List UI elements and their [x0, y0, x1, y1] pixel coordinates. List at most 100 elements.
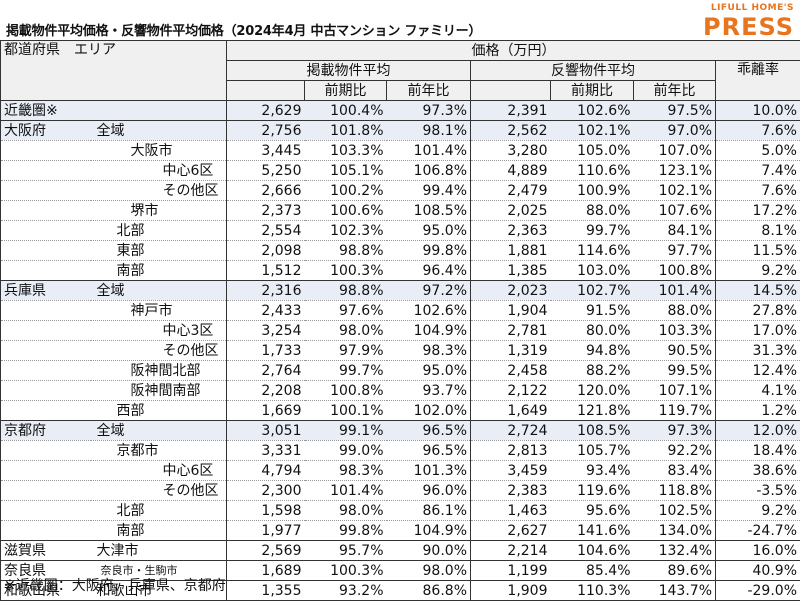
- cell-listing-price: 5,250: [227, 161, 305, 181]
- cell-response-yoy: 107.6%: [634, 201, 716, 221]
- cell-listing-price: 2,316: [227, 281, 305, 301]
- cell-listing-yoy: 90.0%: [387, 541, 471, 561]
- cell-divergence: 17.0%: [716, 321, 800, 341]
- cell-response-price: 1,904: [471, 301, 551, 321]
- cell-listing-qoq: 99.8%: [305, 521, 387, 541]
- cell-listing-qoq: 98.0%: [305, 501, 387, 521]
- cell-listing-yoy: 96.5%: [387, 421, 471, 441]
- cell-area: 阪神間北部: [91, 361, 227, 381]
- cell-response-yoy: 119.7%: [634, 401, 716, 421]
- cell-listing-price: 1,689: [227, 561, 305, 581]
- cell-divergence: 12.0%: [716, 421, 800, 441]
- cell-response-yoy: 97.5%: [634, 101, 716, 121]
- cell-listing-qoq: 98.8%: [305, 281, 387, 301]
- cell-prefecture: 京都府: [1, 421, 91, 441]
- cell-listing-yoy: 86.8%: [387, 581, 471, 601]
- cell-listing-yoy: 86.1%: [387, 501, 471, 521]
- cell-divergence: 14.5%: [716, 281, 800, 301]
- header-response-yoy: 前年比: [634, 81, 716, 101]
- cell-response-price: 2,458: [471, 361, 551, 381]
- cell-prefecture: [1, 241, 91, 261]
- cell-listing-price: 3,051: [227, 421, 305, 441]
- cell-divergence: 7.4%: [716, 161, 800, 181]
- cell-listing-yoy: 98.1%: [387, 121, 471, 141]
- cell-listing-price: 2,300: [227, 481, 305, 501]
- cell-listing-qoq: 99.7%: [305, 361, 387, 381]
- cell-response-yoy: 107.0%: [634, 141, 716, 161]
- cell-response-qoq: 103.0%: [551, 261, 634, 281]
- cell-listing-qoq: 101.4%: [305, 481, 387, 501]
- cell-prefecture: [1, 401, 91, 421]
- cell-response-yoy: 90.5%: [634, 341, 716, 361]
- cell-response-yoy: 134.0%: [634, 521, 716, 541]
- cell-listing-price: 1,669: [227, 401, 305, 421]
- cell-listing-price: 1,355: [227, 581, 305, 601]
- cell-listing-price: 2,554: [227, 221, 305, 241]
- cell-response-qoq: 85.4%: [551, 561, 634, 581]
- cell-listing-yoy: 93.7%: [387, 381, 471, 401]
- cell-response-qoq: 141.6%: [551, 521, 634, 541]
- cell-response-yoy: 84.1%: [634, 221, 716, 241]
- cell-area: 神戸市: [91, 301, 227, 321]
- cell-listing-yoy: 96.4%: [387, 261, 471, 281]
- cell-response-price: 1,909: [471, 581, 551, 601]
- cell-listing-yoy: 99.4%: [387, 181, 471, 201]
- cell-listing-qoq: 100.3%: [305, 261, 387, 281]
- cell-listing-price: 3,331: [227, 441, 305, 461]
- cell-listing-yoy: 108.5%: [387, 201, 471, 221]
- cell-prefecture: [1, 441, 91, 461]
- cell-listing-yoy: 98.0%: [387, 561, 471, 581]
- cell-listing-qoq: 99.1%: [305, 421, 387, 441]
- cell-listing-qoq: 95.7%: [305, 541, 387, 561]
- cell-response-yoy: 132.4%: [634, 541, 716, 561]
- cell-response-price: 2,479: [471, 181, 551, 201]
- cell-divergence: 4.1%: [716, 381, 800, 401]
- cell-response-qoq: 80.0%: [551, 321, 634, 341]
- cell-response-price: 2,562: [471, 121, 551, 141]
- cell-listing-price: 3,254: [227, 321, 305, 341]
- cell-area: 阪神間南部: [91, 381, 227, 401]
- cell-listing-price: 2,373: [227, 201, 305, 221]
- cell-listing-price: 1,512: [227, 261, 305, 281]
- cell-listing-yoy: 104.9%: [387, 321, 471, 341]
- cell-response-yoy: 143.7%: [634, 581, 716, 601]
- cell-response-yoy: 97.7%: [634, 241, 716, 261]
- cell-divergence: 12.4%: [716, 361, 800, 381]
- cell-response-qoq: 99.7%: [551, 221, 634, 241]
- cell-divergence: 7.6%: [716, 181, 800, 201]
- cell-divergence: 27.8%: [716, 301, 800, 321]
- cell-divergence: 31.3%: [716, 341, 800, 361]
- cell-response-qoq: 102.6%: [551, 101, 634, 121]
- cell-prefecture: [1, 501, 91, 521]
- cell-prefecture: [1, 341, 91, 361]
- cell-area: その他区: [91, 341, 227, 361]
- cell-listing-qoq: 100.4%: [305, 101, 387, 121]
- cell-prefecture: [1, 221, 91, 241]
- cell-listing-yoy: 95.0%: [387, 221, 471, 241]
- cell-listing-yoy: 102.6%: [387, 301, 471, 321]
- cell-listing-price: 2,098: [227, 241, 305, 261]
- cell-response-price: 2,391: [471, 101, 551, 121]
- header-response-avg: 反響物件平均: [471, 61, 716, 81]
- cell-response-yoy: 101.4%: [634, 281, 716, 301]
- cell-listing-yoy: 104.9%: [387, 521, 471, 541]
- cell-response-qoq: 94.8%: [551, 341, 634, 361]
- cell-response-qoq: 91.5%: [551, 301, 634, 321]
- cell-listing-qoq: 93.2%: [305, 581, 387, 601]
- cell-prefecture: [1, 361, 91, 381]
- cell-listing-price: 2,569: [227, 541, 305, 561]
- cell-area: 全域: [91, 421, 227, 441]
- cell-area: 北部: [91, 501, 227, 521]
- cell-area: 大阪市: [91, 141, 227, 161]
- cell-response-yoy: 97.3%: [634, 421, 716, 441]
